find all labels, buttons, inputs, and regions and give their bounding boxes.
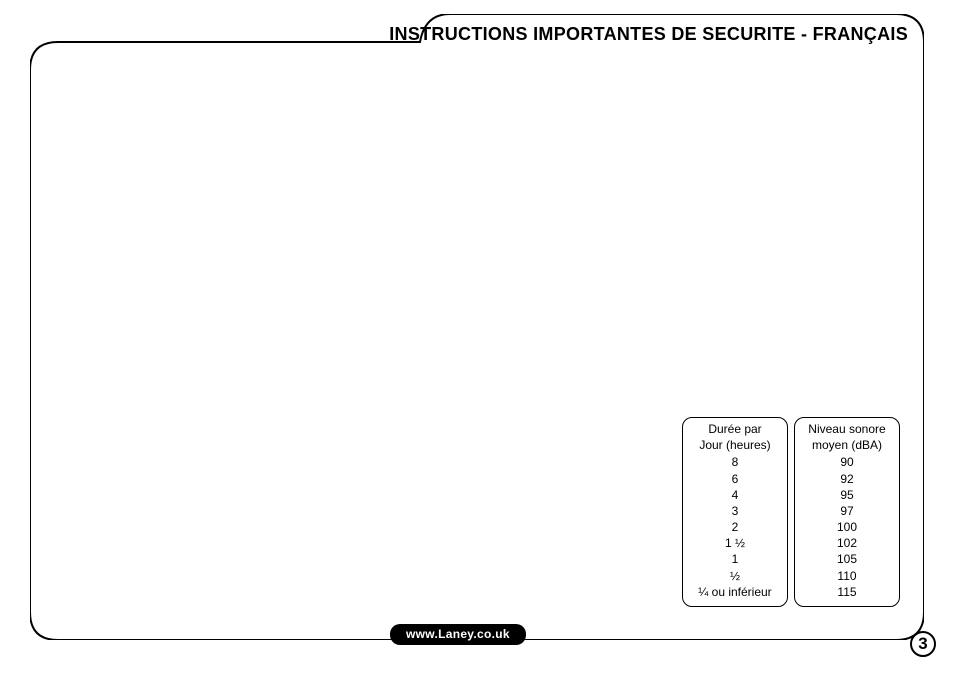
table-row: 105	[803, 551, 891, 567]
page-title: INSTRUCTIONS IMPORTANTES DE SECURITE - F…	[389, 24, 908, 45]
table-row: 115	[803, 584, 891, 600]
table-row: 92	[803, 471, 891, 487]
table-row: 90	[803, 454, 891, 470]
table-row: ¼ ou inférieur	[691, 584, 779, 600]
table-row: 97	[803, 503, 891, 519]
table-row: 2	[691, 519, 779, 535]
table-row: 95	[803, 487, 891, 503]
col1-header-line1: Durée par	[691, 422, 779, 436]
table-row: 8	[691, 454, 779, 470]
col2-header-line2: moyen (dBA)	[803, 438, 891, 452]
table-row: 1	[691, 551, 779, 567]
table-row: 102	[803, 535, 891, 551]
sound-exposure-table: Durée par Jour (heures) 8 6 4 3 2 1 ½ 1 …	[682, 417, 900, 607]
table-col-duration: Durée par Jour (heures) 8 6 4 3 2 1 ½ 1 …	[682, 417, 788, 607]
table-row: 3	[691, 503, 779, 519]
footer-url-pill: www.Laney.co.uk	[390, 624, 526, 645]
table-col-level: Niveau sonore moyen (dBA) 90 92 95 97 10…	[794, 417, 900, 607]
table-row: 110	[803, 568, 891, 584]
table-row: 6	[691, 471, 779, 487]
table-row: ½	[691, 568, 779, 584]
table-row: 100	[803, 519, 891, 535]
page-number-badge: 3	[910, 631, 936, 657]
table-row: 1 ½	[691, 535, 779, 551]
table-row: 4	[691, 487, 779, 503]
col2-header-line1: Niveau sonore	[803, 422, 891, 436]
col1-header-line2: Jour (heures)	[691, 438, 779, 452]
